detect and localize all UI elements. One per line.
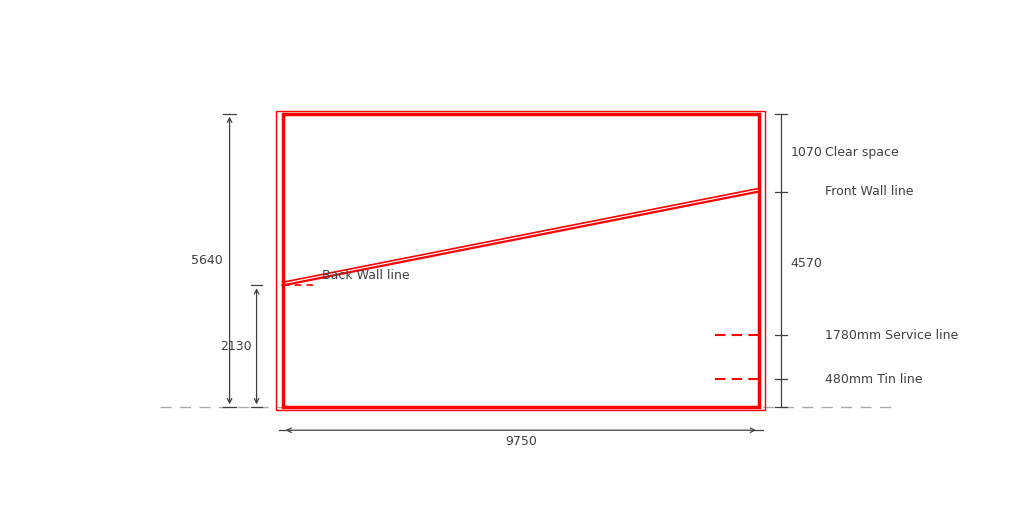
Bar xyxy=(276,111,765,410)
Text: 480mm Tin line: 480mm Tin line xyxy=(824,373,923,386)
Text: 4570: 4570 xyxy=(791,257,822,270)
Text: Back Wall line: Back Wall line xyxy=(323,269,410,282)
Text: Clear space: Clear space xyxy=(824,146,898,159)
Bar xyxy=(283,114,759,407)
Text: 1780mm Service line: 1780mm Service line xyxy=(824,329,958,342)
Text: 9750: 9750 xyxy=(505,435,537,448)
Text: 2130: 2130 xyxy=(220,340,252,353)
Text: 5640: 5640 xyxy=(191,254,223,267)
Text: Front Wall line: Front Wall line xyxy=(824,185,913,198)
Text: 1070: 1070 xyxy=(791,146,822,159)
